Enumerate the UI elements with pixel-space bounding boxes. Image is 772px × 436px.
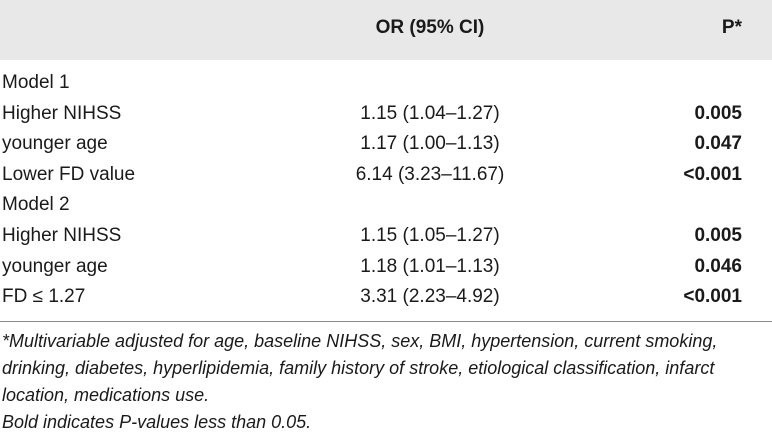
row-or: 1.17 (1.00–1.13) [360, 133, 500, 155]
row-or: 1.18 (1.01–1.13) [360, 255, 500, 277]
table-row: Higher NIHSS 1.15 (1.05–1.27) 0.005 [0, 221, 772, 252]
table-row: Higher NIHSS 1.15 (1.04–1.27) 0.005 [0, 99, 772, 130]
table-row: Model 1 [0, 68, 772, 99]
header-or: OR (95% CI) [375, 17, 485, 38]
table-body: Model 1 Higher NIHSS 1.15 (1.04–1.27) 0.… [0, 60, 772, 313]
row-or: 6.14 (3.23–11.67) [355, 163, 505, 185]
row-label: FD ≤ 1.27 [2, 286, 86, 308]
row-label: Lower FD value [2, 163, 136, 185]
row-p: 0.046 [694, 255, 742, 277]
table-header: OR (95% CI) P* [0, 0, 772, 60]
footnote-bold-note: Bold indicates P-values less than 0.05. [2, 411, 312, 432]
row-or: 1.15 (1.04–1.27) [360, 102, 500, 124]
table-row: FD ≤ 1.27 3.31 (2.23–4.92) <0.001 [0, 282, 772, 313]
footnote-adjusted: *Multivariable adjusted for age, baselin… [2, 330, 718, 405]
row-or: 3.31 (2.23–4.92) [360, 286, 500, 308]
row-label: Model 2 [2, 194, 70, 216]
row-p: 0.047 [694, 133, 742, 155]
row-or: 1.15 (1.05–1.27) [360, 224, 500, 246]
row-label: Higher NIHSS [2, 102, 122, 124]
table-footnote: *Multivariable adjusted for age, baselin… [0, 322, 772, 436]
table-row: Model 2 [0, 190, 772, 221]
row-p: <0.001 [683, 286, 742, 308]
row-p: <0.001 [683, 163, 742, 185]
table-divider [0, 320, 772, 322]
row-p: 0.005 [694, 224, 742, 246]
table-row: younger age 1.18 (1.01–1.13) 0.046 [0, 252, 772, 283]
row-label: Model 1 [2, 72, 70, 93]
row-label: Higher NIHSS [2, 224, 122, 246]
header-p: P* [721, 17, 742, 38]
row-label: younger age [2, 133, 108, 155]
table-row: Lower FD value 6.14 (3.23–11.67) <0.001 [0, 160, 772, 191]
table-row: younger age 1.17 (1.00–1.13) 0.047 [0, 129, 772, 160]
row-label: younger age [2, 255, 108, 277]
row-p: 0.005 [694, 102, 742, 124]
